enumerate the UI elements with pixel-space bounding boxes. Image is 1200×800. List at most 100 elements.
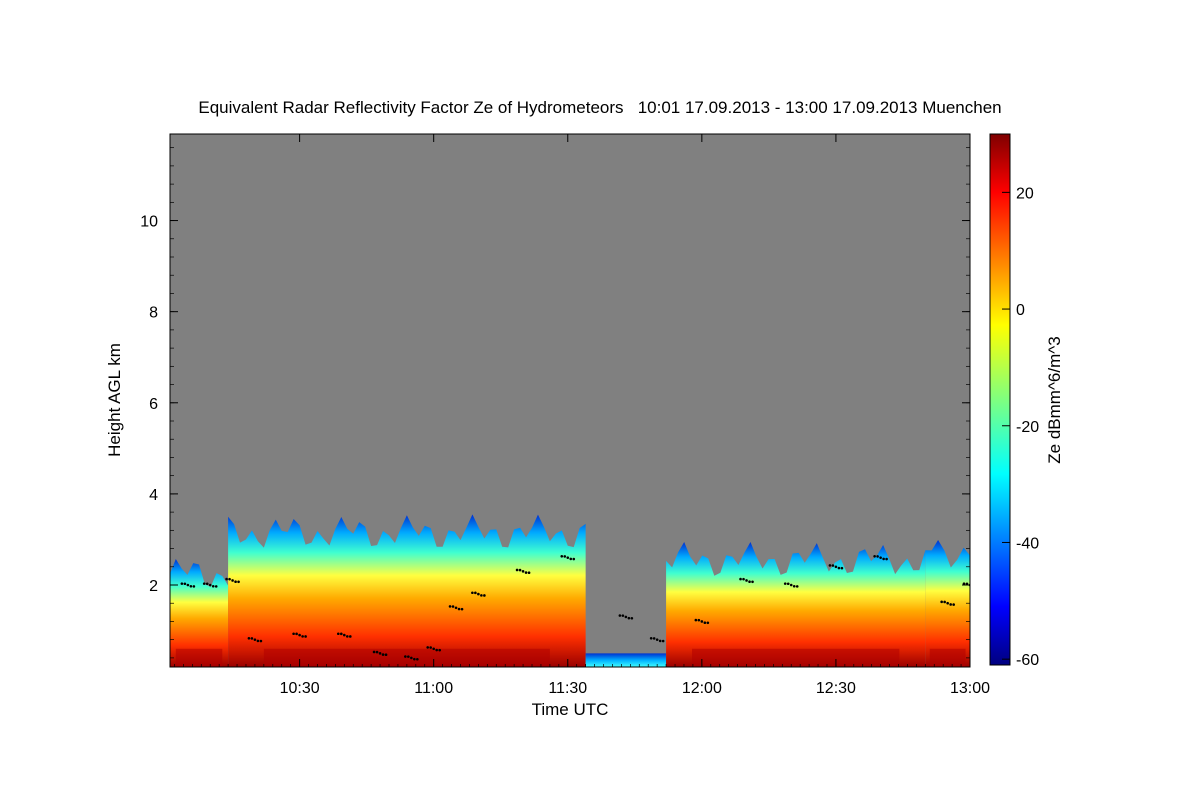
cloud-base-point — [566, 556, 570, 559]
y-tick-label: 4 — [149, 487, 158, 504]
x-tick-label: 11:30 — [548, 680, 587, 697]
cloud-base-point — [457, 607, 461, 611]
cloud-base-point — [795, 585, 799, 588]
y-axis-label: Height AGL km — [105, 343, 124, 457]
cloud-base-point — [404, 655, 407, 658]
echo-region — [228, 514, 586, 667]
echo-region — [585, 653, 667, 667]
cloud-base-point — [745, 579, 748, 582]
cloud-base-point — [560, 555, 564, 558]
x-axis: 10:30 11:00 11:30 12:00 12:30 13:00 — [174, 134, 990, 697]
cloud-base-point — [694, 618, 698, 622]
cloud-base-point — [413, 657, 416, 661]
cloud-base-point — [658, 639, 662, 643]
cloud-base-point — [432, 647, 435, 651]
colorbar-tick-label: 20 — [1016, 185, 1034, 202]
echo-core — [175, 648, 223, 667]
cloud-base-point — [234, 580, 237, 584]
cloud-base-point — [940, 600, 943, 604]
cloud-base-point — [211, 584, 215, 588]
cloud-base-point — [630, 616, 634, 620]
cloud-base-point — [343, 633, 346, 637]
cloud-base-point — [521, 570, 525, 573]
y-tick-label: 10 — [140, 214, 158, 231]
cloud-base-point — [410, 656, 413, 660]
cloud-base-point — [480, 594, 483, 597]
cloud-base-point — [471, 591, 474, 595]
cloud-base-point — [962, 582, 966, 585]
y-axis: 2 4 6 8 10 — [140, 147, 970, 659]
cloud-base-point — [407, 655, 410, 658]
cloud-base-point — [189, 584, 193, 588]
cloud-base-point — [840, 566, 844, 570]
cloud-base-point — [378, 652, 382, 655]
cloud-base-point — [739, 577, 742, 581]
cloud-base-point — [972, 585, 975, 588]
cloud-base-point — [301, 635, 304, 638]
cloud-base-point — [438, 648, 441, 652]
cloud-base-point — [225, 577, 228, 581]
echo-layer — [170, 514, 970, 667]
cloud-base-point — [524, 571, 528, 574]
cloud-base-point — [943, 600, 946, 604]
y-tick-label: 2 — [149, 578, 158, 595]
cloud-base-point — [828, 564, 832, 567]
cloud-base-point — [228, 577, 231, 581]
colorbar-ticks: 20 0 -20 -40 -60 — [1002, 185, 1039, 669]
cloud-base-point — [831, 564, 835, 567]
cloud-base-point — [298, 633, 301, 637]
cloud-base-point — [563, 555, 567, 558]
cloud-base-point — [706, 621, 710, 625]
cloud-base-point — [748, 580, 751, 584]
x-tick-label: 11:00 — [414, 680, 453, 697]
cloud-base-point — [292, 632, 295, 636]
cloud-base-point — [483, 594, 486, 597]
cloud-base-point — [834, 565, 838, 569]
cloud-base-point — [786, 582, 790, 586]
cloud-base-point — [946, 601, 949, 605]
chart-title: Equivalent Radar Reflectivity Factor Ze … — [198, 98, 1002, 117]
cloud-base-point — [208, 583, 212, 587]
cloud-base-point — [837, 566, 841, 570]
cloud-base-point — [649, 637, 653, 640]
cloud-base-point — [697, 618, 701, 622]
cloud-base-point — [527, 571, 531, 574]
cloud-base-point — [205, 582, 209, 586]
cloud-base-point — [515, 568, 519, 572]
cloud-base-point — [460, 607, 464, 611]
colorbar-label: Ze dBmm^6/m^3 — [1045, 336, 1064, 463]
cloud-base-point — [186, 583, 190, 587]
cloud-base-point — [180, 582, 184, 585]
cloud-base-point — [618, 614, 622, 617]
cloud-base-point — [256, 639, 260, 643]
cloud-base-point — [882, 557, 885, 561]
cloud-base-point — [435, 648, 438, 652]
x-tick-label: 12:30 — [816, 680, 856, 697]
cloud-base-point — [202, 582, 206, 585]
cloud-base-point — [703, 621, 707, 625]
cloud-base-point — [876, 555, 879, 558]
cloud-base-point — [885, 557, 888, 561]
cloud-base-point — [783, 582, 787, 585]
cloud-base-point — [621, 614, 625, 617]
cloud-base-point — [789, 583, 793, 587]
echo-core — [929, 648, 966, 667]
cloud-base-point — [965, 582, 969, 586]
cloud-base-point — [372, 650, 376, 654]
cloud-base-point — [624, 615, 628, 619]
cloud-base-point — [192, 585, 196, 588]
cloud-base-point — [792, 584, 796, 588]
echo-region — [666, 542, 926, 667]
echo-core — [692, 648, 900, 667]
cloud-base-point — [349, 635, 352, 638]
cloud-base-point — [429, 646, 432, 649]
cloud-base-point — [952, 603, 955, 606]
cloud-base-point — [454, 606, 458, 610]
cloud-base-point — [381, 653, 385, 656]
cloud-base-point — [661, 639, 665, 643]
cloud-base-point — [237, 580, 240, 584]
colorbar-tick-label: -20 — [1016, 419, 1039, 436]
cloud-base-point — [652, 637, 656, 640]
cloud-base-point — [337, 632, 340, 636]
